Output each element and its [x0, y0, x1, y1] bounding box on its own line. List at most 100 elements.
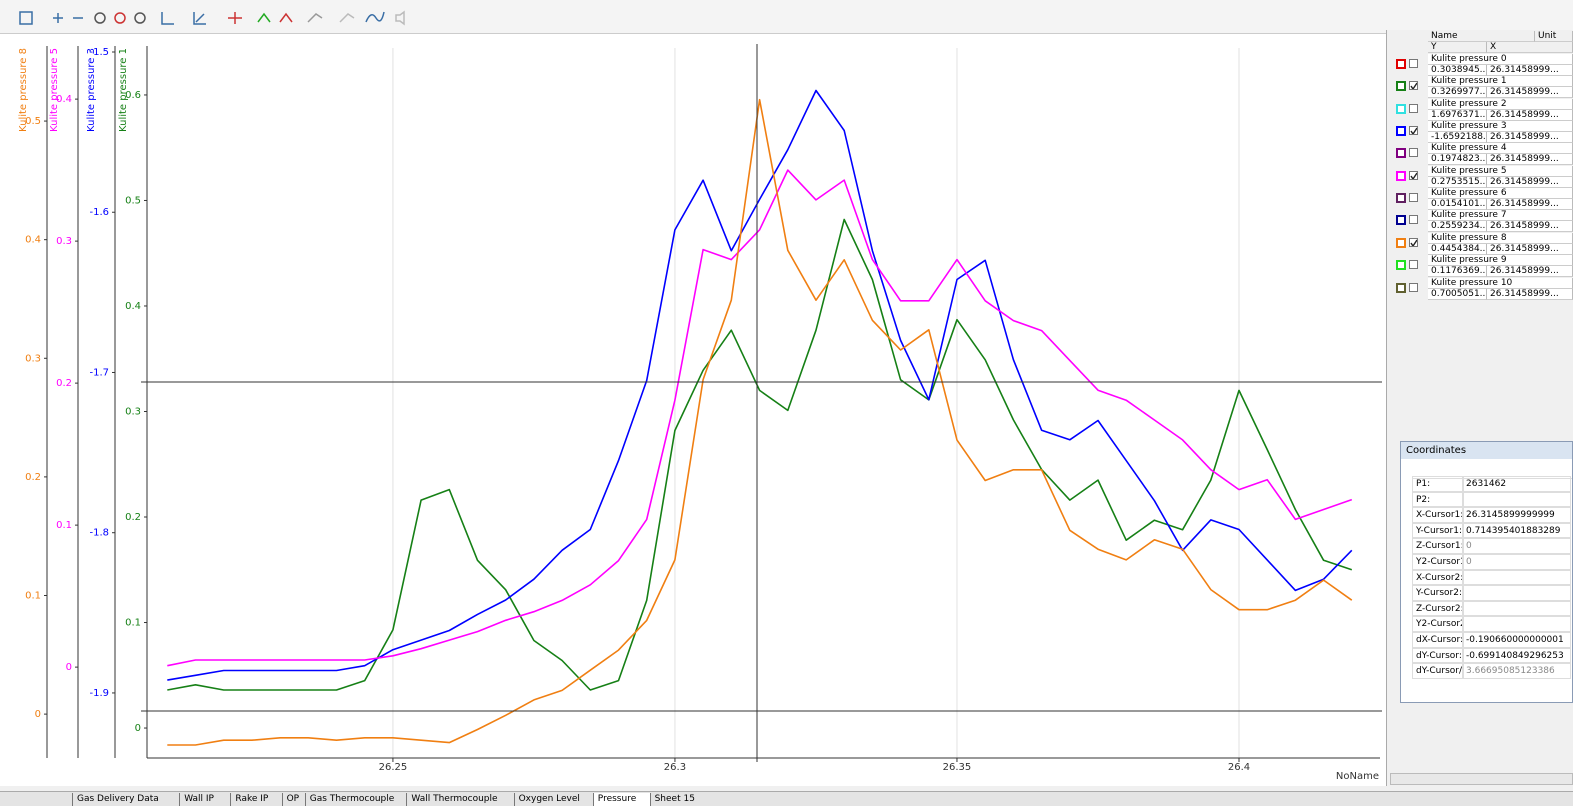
row-color-swatch	[1396, 170, 1406, 181]
row-x: 26.31458999...	[1487, 87, 1573, 99]
row-x: 26.31458999...	[1487, 288, 1573, 300]
tool-icon[interactable]	[339, 13, 355, 23]
y-tick-label: 0.3	[56, 236, 72, 247]
coord-value: 0.714395401883289	[1463, 522, 1571, 539]
coord-label: P2:	[1412, 491, 1463, 508]
row-x: 26.31458999...	[1487, 65, 1573, 76]
sheet-tab[interactable]: Oxygen Level	[513, 793, 593, 806]
row-checkbox[interactable]	[1409, 81, 1418, 91]
x-tick-label: 26.3	[664, 762, 686, 773]
row-checkbox[interactable]	[1409, 215, 1418, 225]
sheet-tab[interactable]: Gas Delivery Data	[72, 793, 179, 806]
y-tick-label: -1.8	[89, 528, 109, 539]
row-y: 0.2559234...	[1428, 221, 1487, 233]
row-name: Kulite pressure 1	[1428, 76, 1573, 88]
row-y: 0.3038945...	[1428, 65, 1487, 76]
row-name: Kulite pressure 10	[1428, 277, 1573, 289]
coordinates-panel: Coordinates P1: 2631462 P2: X-Cursor1: 26.31…	[1400, 441, 1573, 703]
row-color-swatch	[1396, 237, 1406, 248]
row-checkbox[interactable]	[1409, 260, 1418, 270]
row-color-swatch	[1396, 282, 1406, 293]
x-tick-label: 26.35	[943, 762, 972, 773]
tab-bar	[0, 791, 1573, 806]
sheet-tab[interactable]: Sheet 15	[649, 793, 707, 806]
sheet-tab[interactable]: Pressure	[592, 793, 650, 806]
x-axis-label: NoName	[1336, 771, 1379, 782]
x-tick-label: 26.4	[1228, 762, 1250, 773]
y-tick-label: 0	[66, 662, 72, 673]
x-tick-label: 26.25	[379, 762, 408, 773]
coord-blank-row	[1412, 464, 1572, 479]
row-color-swatch	[1396, 215, 1406, 226]
row-checkbox[interactable]	[1409, 237, 1418, 247]
y-tick-label: 0.2	[125, 512, 141, 523]
tool-icon[interactable]	[134, 12, 146, 24]
tool-icon[interactable]	[53, 13, 63, 23]
row-checkbox[interactable]	[1409, 59, 1418, 68]
y-tick-label: -1.7	[89, 367, 109, 378]
row-checkbox[interactable]	[1409, 170, 1418, 180]
row-y: 0.2753515...	[1428, 176, 1487, 188]
tool-icon[interactable]	[193, 12, 206, 25]
row-checkbox[interactable]	[1409, 126, 1418, 136]
toolbar-icons	[19, 10, 405, 26]
table-header: Unit	[1535, 31, 1573, 42]
sheet-tab[interactable]: Rake IP	[230, 793, 281, 806]
coord-value	[1463, 600, 1571, 617]
sheet-tab[interactable]: Wall IP	[179, 793, 230, 806]
row-name: Kulite pressure 9	[1428, 255, 1573, 267]
tool-icon[interactable]	[395, 10, 405, 26]
coord-label: dX-Cursor:	[1412, 632, 1463, 648]
tool-icon[interactable]	[279, 12, 293, 23]
table-subheader: Y	[1428, 42, 1487, 53]
tool-icon[interactable]	[161, 12, 174, 25]
y-tick-label: 0.5	[125, 195, 141, 206]
row-x: 26.31458999...	[1487, 221, 1573, 233]
tool-icon[interactable]	[365, 11, 385, 23]
y-tick-label: 0.2	[56, 378, 72, 389]
tool-icon[interactable]	[307, 13, 323, 23]
row-x: 26.31458999...	[1487, 199, 1573, 211]
row-x: 26.31458999...	[1487, 132, 1573, 144]
row-y: 0.0154101...	[1428, 199, 1487, 211]
row-name: Kulite pressure 7	[1428, 210, 1573, 222]
row-name: Kulite pressure 6	[1428, 188, 1573, 200]
row-y: -1.6592188...	[1428, 132, 1487, 144]
row-y: 0.4454384...	[1428, 243, 1487, 255]
sheet-tab[interactable]: OP	[281, 793, 305, 806]
row-x: 26.31458999...	[1487, 176, 1573, 188]
y-tick-label: -1.9	[89, 688, 109, 699]
row-checkbox[interactable]	[1409, 282, 1418, 292]
row-checkbox[interactable]	[1409, 193, 1418, 203]
coord-label: Y-Cursor2:	[1412, 585, 1463, 601]
coord-label: X-Cursor1:	[1412, 507, 1463, 523]
row-x: 26.31458999...	[1487, 266, 1573, 278]
tool-icon[interactable]	[228, 12, 242, 24]
y-tick-label: 0.3	[125, 406, 141, 417]
row-checkbox[interactable]	[1409, 148, 1418, 158]
tool-icon[interactable]	[19, 11, 33, 25]
table-subheader: X	[1487, 42, 1573, 53]
row-color-swatch	[1396, 148, 1406, 159]
coord-label: P1:	[1412, 476, 1463, 492]
tool-icon[interactable]	[94, 12, 106, 24]
coord-value	[1463, 491, 1571, 508]
y-tick-label: 0.1	[25, 591, 41, 602]
plot-area	[167, 48, 1353, 758]
row-color-swatch	[1396, 126, 1406, 137]
row-color-swatch	[1396, 81, 1406, 92]
y-tick-label: 0	[135, 723, 141, 734]
series-line	[167, 169, 1353, 667]
coord-value: 0	[1463, 538, 1571, 554]
row-color-swatch	[1396, 103, 1406, 114]
sheet-tab[interactable]: Gas Thermocouple	[304, 793, 407, 806]
coord-label: Z-Cursor2:	[1412, 600, 1463, 617]
tool-icon[interactable]	[257, 12, 271, 23]
tool-icon[interactable]	[114, 12, 126, 24]
cursor-lines	[141, 44, 1382, 762]
row-checkbox[interactable]	[1409, 103, 1418, 113]
coord-label: dY-Cursor/	[1412, 663, 1463, 679]
sheet-tab[interactable]: Wall Thermocouple	[406, 793, 513, 806]
